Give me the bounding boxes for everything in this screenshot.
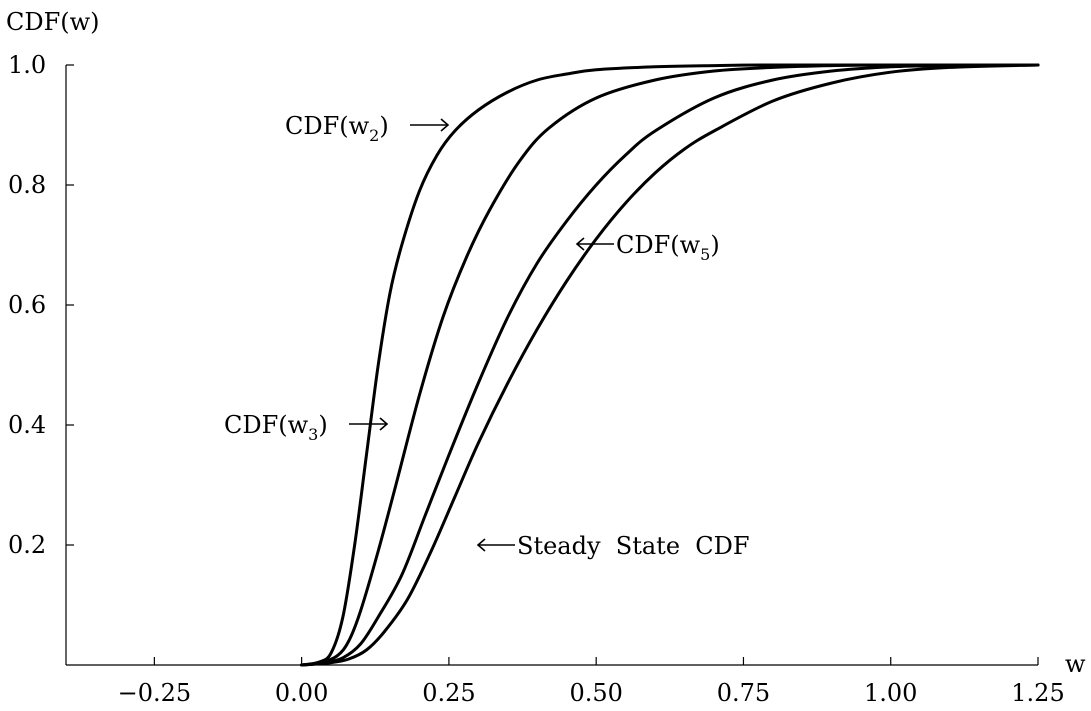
y-axis-title: CDF(w) [6,8,100,36]
y-tick-label: 1.0 [8,51,46,79]
x-tick-label: −0.25 [118,679,192,707]
x-tick-label: 0.25 [422,679,475,707]
y-tick-label: 0.2 [8,531,46,559]
x-tick-label: 1.25 [1011,679,1064,707]
svg-text:CDF(w3): CDF(w3) [224,411,328,444]
arrow-left-icon [575,237,614,251]
y-tick-label: 0.4 [8,411,46,439]
annotation-cdf-w3: CDF(w3) [224,411,389,444]
series-line-3 [300,63,1040,667]
series-line-1 [300,63,1040,667]
x-axis-title: w [1065,650,1086,678]
axes [65,65,1038,666]
arrow-right-icon [410,118,450,132]
series-line-4 [300,63,1040,667]
annotation-cdf-w2: CDF(w2) [285,112,450,145]
svg-text:CDF(w5): CDF(w5) [616,231,720,264]
annotation-steady-state: Steady State CDF [476,532,750,560]
series-line-2 [300,63,1040,667]
y-tick-label: 0.6 [8,291,46,319]
arrow-right-icon [349,417,389,431]
series-curves [300,63,1040,667]
x-tick-label: 0.75 [717,679,770,707]
x-tick-label: 0.50 [569,679,622,707]
y-ticks: 0.2 0.4 0.6 0.8 1.0 [8,51,74,559]
x-ticks: −0.25 0.00 0.25 0.50 0.75 1.00 1.25 [118,657,1065,707]
annotation-cdf-w5: CDF(w5) [575,231,720,264]
x-tick-label: 1.00 [864,679,917,707]
y-tick-label: 0.8 [8,171,46,199]
arrow-left-icon [476,538,515,552]
svg-text:CDF(w2): CDF(w2) [285,112,389,145]
x-tick-label: 0.00 [275,679,328,707]
svg-text:Steady State CDF: Steady State CDF [517,532,750,560]
